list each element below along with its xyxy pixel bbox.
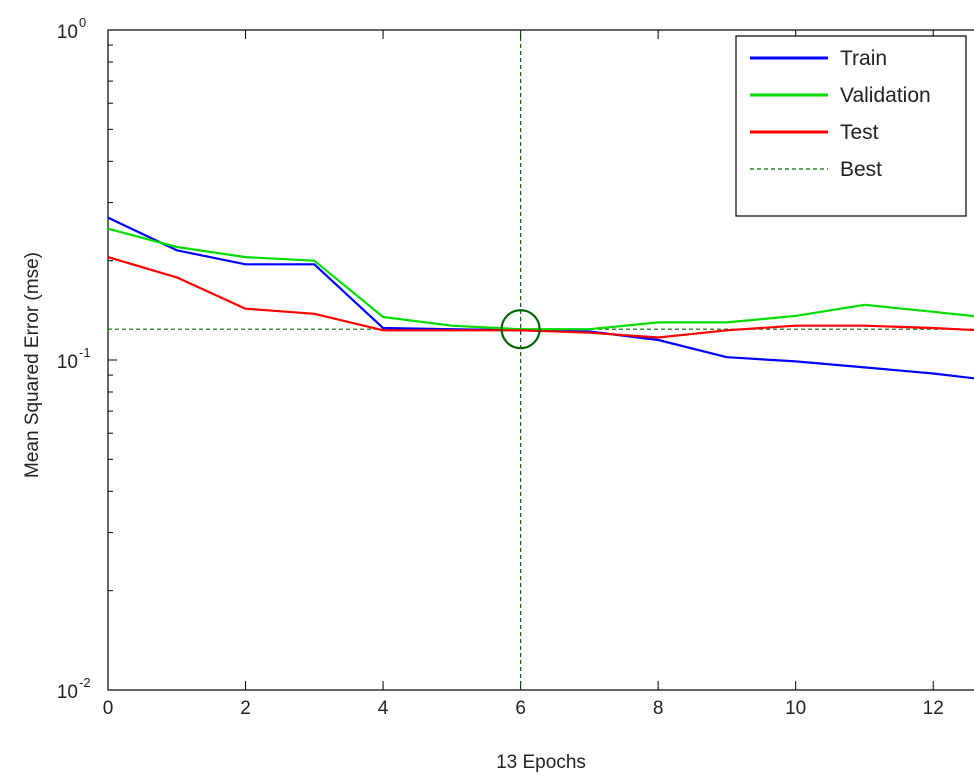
legend-entry-train: Train [840, 47, 887, 70]
x-tick-label: 0 [103, 698, 114, 719]
y-tick-label: 10 [57, 352, 78, 373]
series-line-validation [108, 227, 974, 331]
x-tick-label: 4 [378, 698, 389, 719]
x-tick-label: 12 [923, 698, 944, 719]
x-tick-label: 2 [240, 698, 251, 719]
legend: Train Validation Test Best [735, 35, 967, 217]
legend-box [735, 35, 967, 217]
y-axis-label: Mean Squared Error (mse) [22, 252, 43, 478]
series-line-train [108, 216, 974, 380]
y-tick-exponent: -1 [79, 345, 91, 360]
y-tick-exponent: 0 [79, 15, 86, 30]
legend-entry-test: Test [840, 121, 879, 144]
y-tick-exponent: -2 [79, 675, 91, 690]
x-tick-label: 8 [653, 698, 664, 719]
y-tick-label: 10 [57, 682, 78, 703]
x-tick-label: 6 [515, 698, 526, 719]
legend-entry-validation: Validation [840, 84, 931, 107]
best-marker [500, 309, 541, 350]
plot-area [108, 30, 974, 690]
x-tick-label: 10 [785, 698, 806, 719]
x-axis-label: 13 Epochs [496, 752, 586, 773]
y-tick-label: 10 [57, 22, 78, 43]
legend-entry-best: Best [840, 158, 882, 181]
series-line-test [108, 256, 974, 339]
